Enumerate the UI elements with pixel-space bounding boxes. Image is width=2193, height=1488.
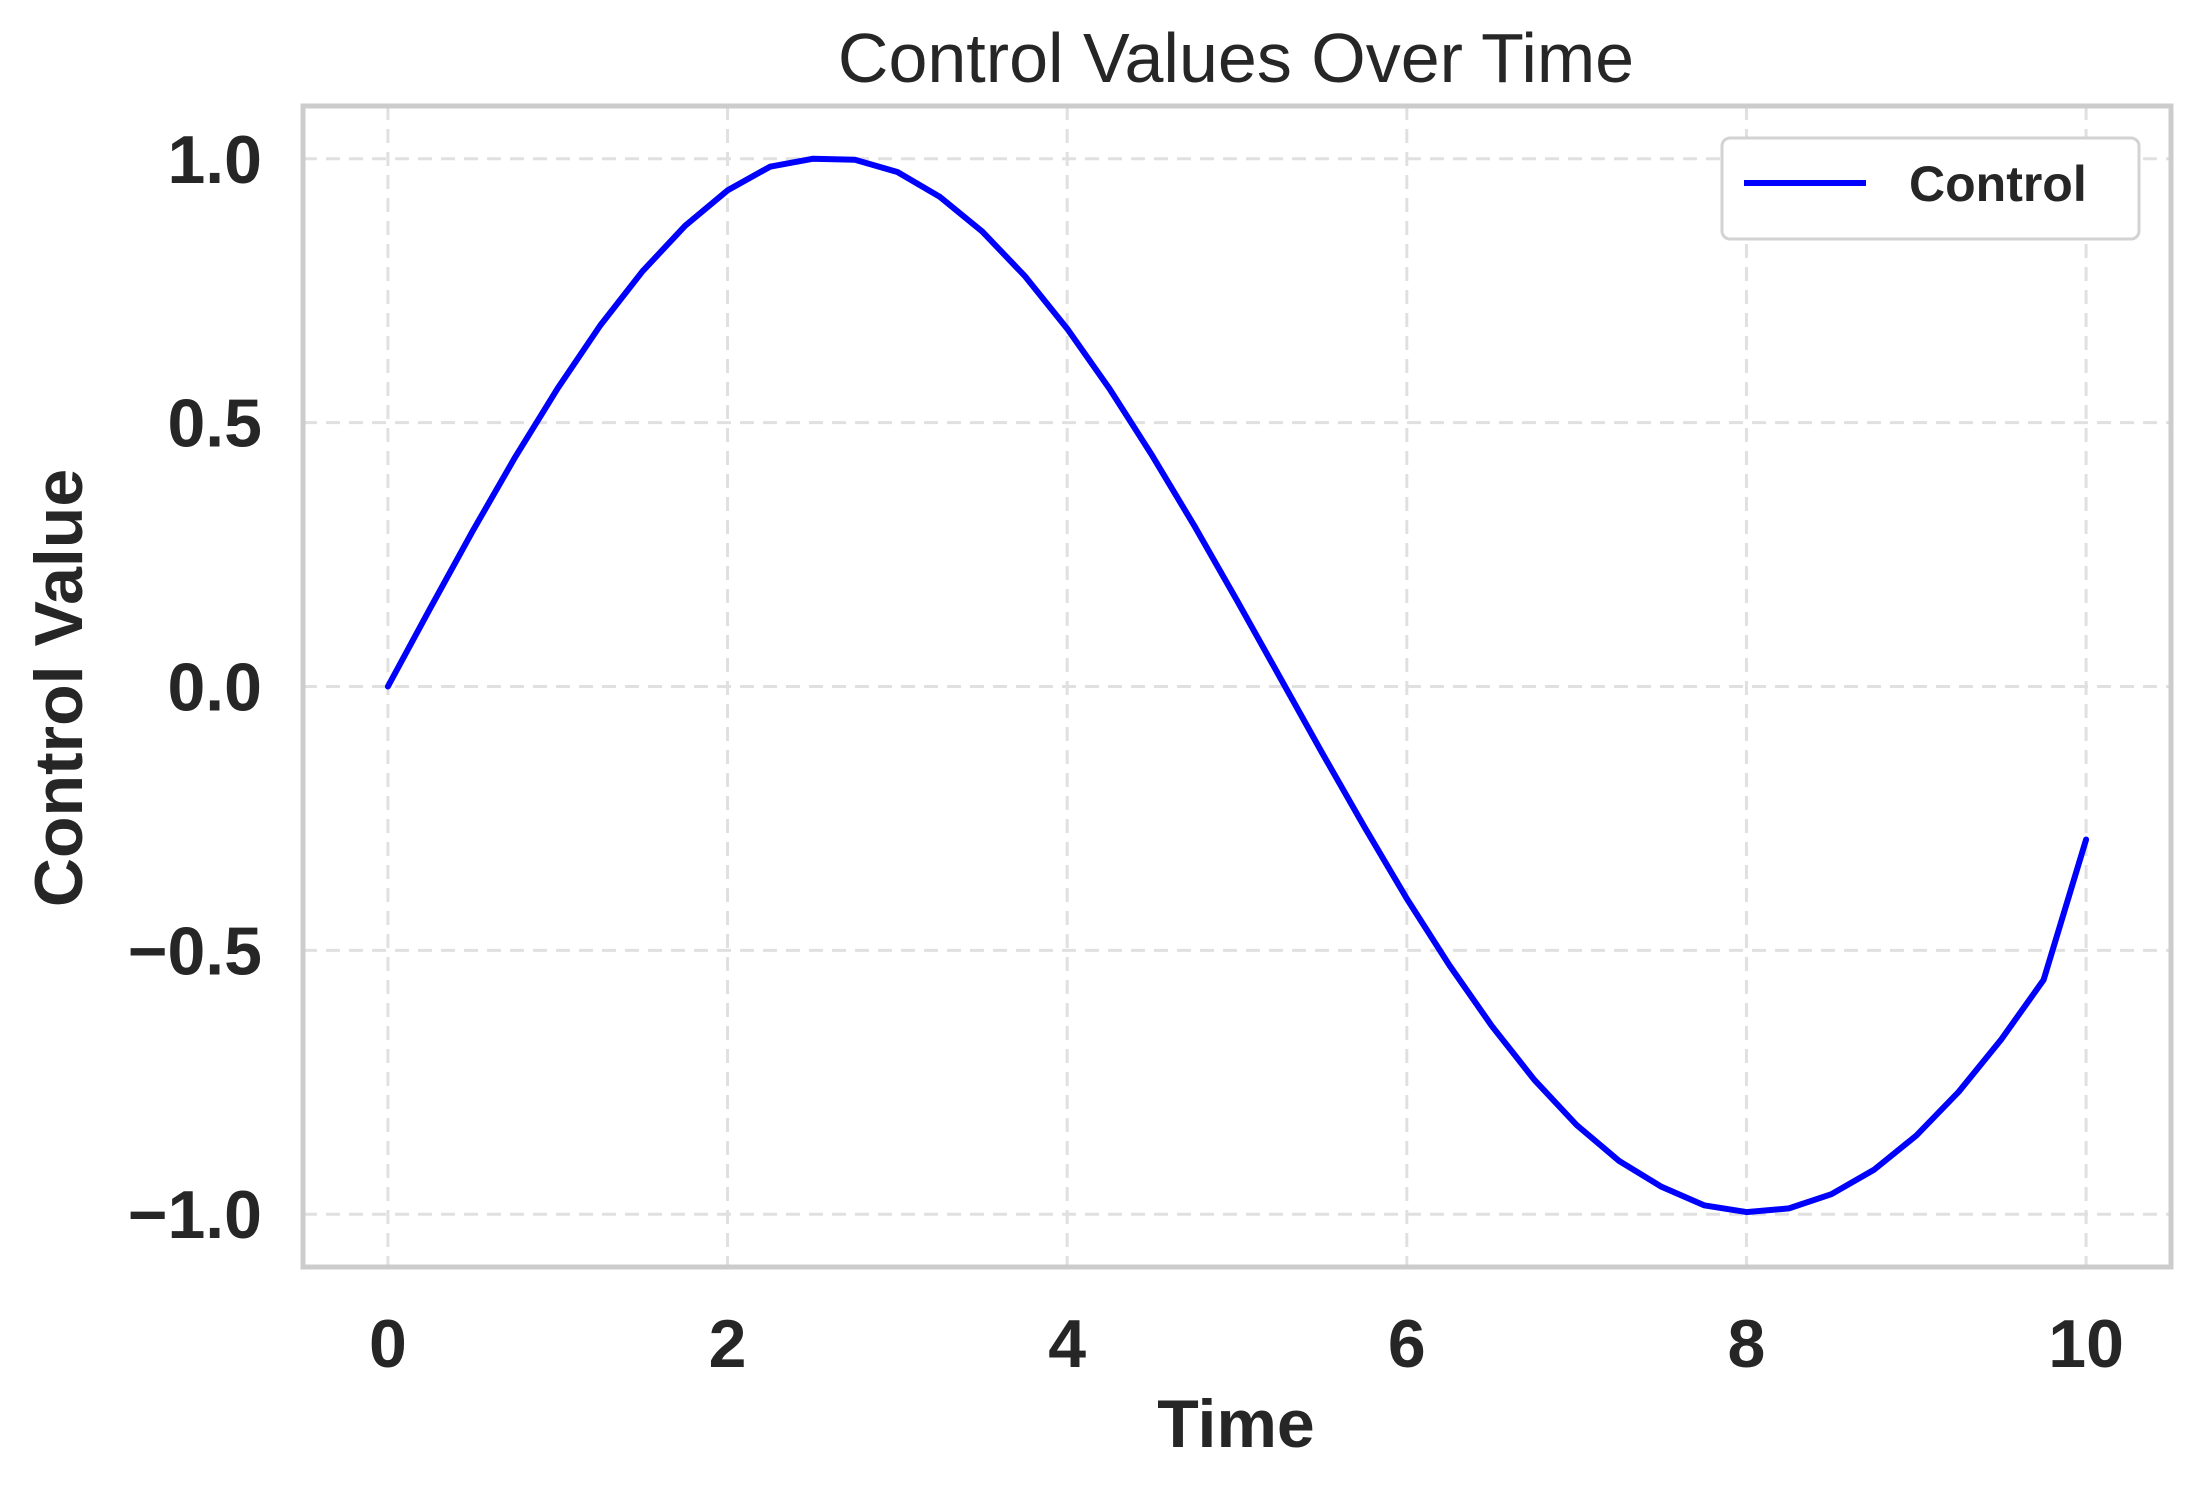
y-tick-label: −1.0 <box>128 1177 262 1253</box>
x-tick-label: 8 <box>1728 1306 1766 1382</box>
y-tick-label: −0.5 <box>128 913 262 989</box>
x-axis-label: Time <box>1157 1386 1314 1462</box>
series-layer <box>384 155 2090 1216</box>
legend-label: Control <box>1909 156 2087 212</box>
y-tick-label: 0.5 <box>167 386 262 462</box>
x-tick-label: 0 <box>369 1306 407 1382</box>
series-line-control <box>384 155 2090 1216</box>
grid-lines <box>303 106 2171 1267</box>
chart-title: Control Values Over Time <box>838 19 1634 97</box>
plot-frame <box>300 103 2174 1270</box>
y-axis-label: Control Value <box>21 469 97 907</box>
legend: Control <box>1720 136 2141 241</box>
x-tick-label: 2 <box>709 1306 747 1382</box>
legend-box <box>1720 136 2141 241</box>
y-tick-labels: −1.0 −0.5 0.0 0.5 1.0 <box>128 122 262 1253</box>
y-tick-label: 0.0 <box>167 650 262 726</box>
x-tick-label: 6 <box>1388 1306 1426 1382</box>
y-tick-label: 1.0 <box>167 122 262 198</box>
x-tick-label: 4 <box>1048 1306 1086 1382</box>
x-tick-label: 10 <box>2048 1306 2124 1382</box>
x-tick-labels: 0 2 4 6 8 10 <box>369 1306 2124 1382</box>
